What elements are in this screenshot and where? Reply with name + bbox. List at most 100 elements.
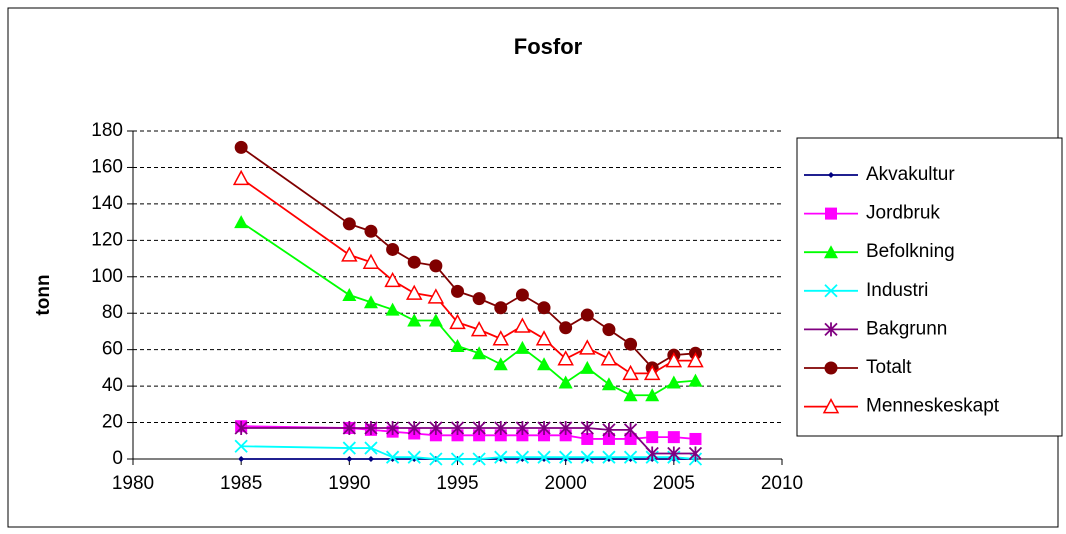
marker [494,301,508,315]
marker [557,350,574,366]
marker [623,422,638,437]
x-tick-label: 1990 [328,473,370,494]
y-tick-label: 60 [102,339,123,360]
x-tick-label: 1985 [220,473,262,494]
x-tick-label: 1980 [112,473,154,494]
marker [429,452,443,466]
marker [385,421,400,436]
marker [646,431,659,444]
marker [342,441,356,455]
marker [470,321,488,337]
y-tick-label: 0 [112,448,123,469]
y-tick-label: 120 [91,229,123,250]
marker [822,398,840,414]
marker [666,375,681,389]
marker [363,295,378,309]
marker [238,456,245,462]
marker [824,245,838,259]
series-line [241,445,696,460]
y-tick-label: 160 [91,156,123,177]
marker [579,339,596,355]
legend-label: Menneskeskapt [866,396,1000,417]
marker [232,169,250,186]
marker [429,259,443,273]
legend-label: Totalt [866,357,912,378]
marker [428,313,443,327]
marker [449,313,466,330]
marker [580,450,594,464]
marker [688,373,703,387]
marker [667,446,681,461]
legend-label: Befolkning [866,241,955,262]
marker [429,421,443,436]
marker [537,421,551,436]
marker [515,288,529,302]
marker [494,429,507,442]
marker [472,421,486,436]
marker [407,313,422,327]
marker [429,429,442,442]
marker [537,357,552,371]
legend-box [796,137,1063,437]
marker [581,432,594,445]
marker [602,450,616,464]
marker [514,317,531,333]
legend-label: Bakgrunn [866,318,947,339]
marker [515,421,530,436]
marker [385,302,400,316]
marker [824,284,838,298]
marker [624,432,637,445]
marker [384,271,401,288]
marker [346,456,353,462]
marker [623,450,638,464]
marker [493,357,508,371]
marker [602,422,616,437]
x-tick-label: 2010 [761,473,803,494]
marker [643,364,661,381]
marker [559,429,572,442]
marker [451,284,464,298]
marker [367,456,374,462]
y-tick-label: 40 [102,375,123,396]
marker [234,140,248,154]
marker [824,361,838,375]
marker [364,441,378,455]
y-tick-label: 80 [102,302,123,323]
marker [538,429,551,442]
marker [516,429,529,442]
marker [667,431,680,444]
marker [342,217,356,231]
x-tick-label: 1995 [436,473,478,494]
marker [601,377,616,391]
marker [494,421,508,436]
y-tick-label: 100 [91,266,123,287]
y-axis-label: tonn [33,274,54,315]
marker [824,322,838,337]
marker [688,446,703,461]
marker [362,253,380,269]
x-tick-label: 2005 [653,473,695,494]
marker [537,301,551,315]
marker [450,421,465,436]
marker [602,432,615,445]
marker [622,364,639,381]
marker [602,323,616,337]
marker [385,450,400,464]
marker [600,350,618,366]
marker [623,388,638,402]
marker [494,450,508,464]
marker [234,439,248,453]
marker [515,340,530,354]
marker [624,337,638,351]
marker [342,288,357,301]
marker [559,421,573,436]
marker [407,255,421,269]
marker [405,284,423,300]
marker [427,288,445,304]
marker [472,452,486,466]
marker [407,450,421,464]
marker [580,421,594,436]
marker [689,432,702,445]
y-tick-label: 20 [102,412,123,433]
